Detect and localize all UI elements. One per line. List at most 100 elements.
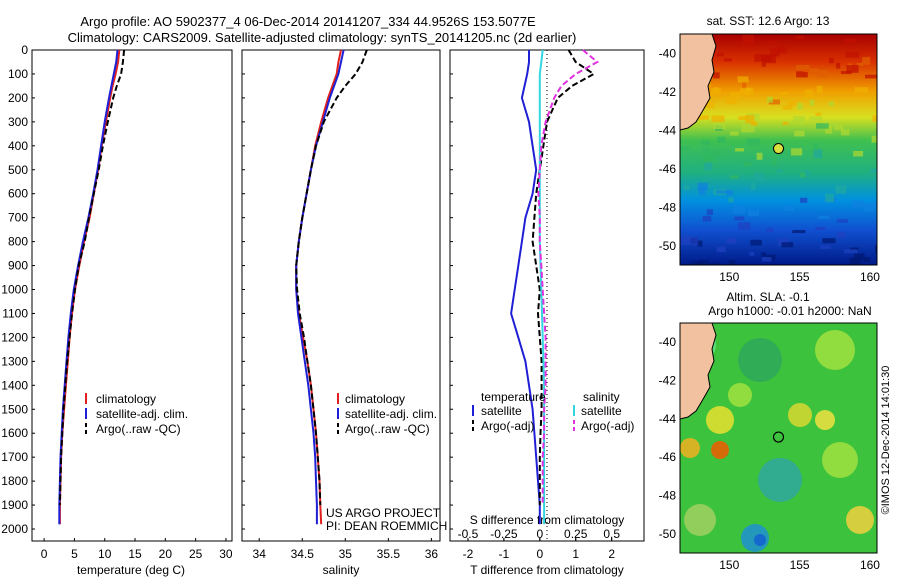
- sst-texture: [872, 115, 877, 122]
- lat-tick-label: -48: [659, 489, 677, 503]
- depth-tick-label: 1200: [1, 330, 28, 344]
- sst-texture: [815, 112, 822, 116]
- sla-blob: [822, 442, 858, 478]
- profile-lines: [58, 49, 600, 525]
- sst-texture: [703, 155, 717, 163]
- sst-texture: [809, 116, 823, 121]
- sst-texture: [787, 100, 797, 106]
- sst-texture: [863, 203, 874, 212]
- sst-texture: [735, 148, 744, 152]
- legend-label-climatology: climatology: [345, 392, 405, 406]
- sst-texture: [696, 240, 703, 247]
- difference-legend: temperature salinity satellite Argo(-adj…: [472, 390, 634, 433]
- t-difference-axis-label: T difference from climatology: [470, 563, 624, 577]
- lon-tick-label: 155: [790, 558, 810, 572]
- sst-texture: [697, 182, 708, 191]
- depth-tick-label: 2000: [1, 522, 28, 536]
- sst-float-marker: [773, 143, 784, 155]
- lat-tick-label: -46: [659, 450, 677, 464]
- lon-tick-label: 160: [860, 558, 880, 572]
- profile-line-s-diff-1: [537, 49, 600, 506]
- sst-texture: [840, 71, 852, 75]
- sst-texture: [698, 260, 710, 265]
- depth-tick-label: 1800: [1, 474, 28, 488]
- sst-texture: [750, 181, 756, 190]
- sst-texture: [800, 197, 808, 203]
- sla-lon-ticks: 150 155 160: [719, 558, 880, 572]
- lat-tick-label: -42: [659, 374, 677, 388]
- sst-texture: [730, 131, 739, 136]
- sst-texture: [875, 245, 877, 254]
- sst-texture: [728, 197, 734, 203]
- lat-tick-label: -40: [659, 46, 677, 60]
- x-tick-label: 0: [536, 547, 543, 561]
- sst-texture: [804, 170, 810, 177]
- salinity-legend: climatology satellite-adj. clim. Argo(..…: [337, 392, 437, 436]
- depth-tick-label: 1500: [1, 402, 28, 416]
- sla-blob: [754, 534, 766, 546]
- x-tick-label: -1: [499, 547, 510, 561]
- sst-texture: [716, 53, 724, 57]
- sst-texture: [749, 251, 755, 256]
- sst-texture: [683, 185, 690, 190]
- sst-texture: [748, 209, 760, 216]
- sst-texture: [840, 129, 850, 136]
- sst-texture: [716, 190, 728, 194]
- sst-map-title: sat. SST: 12.6 Argo: 13: [707, 14, 830, 28]
- x-tick-label: -2: [463, 547, 474, 561]
- sst-texture: [781, 242, 794, 248]
- sst-texture: [728, 239, 736, 243]
- x-tick-label: 34: [253, 547, 267, 561]
- sst-texture: [701, 140, 711, 146]
- sst-texture: [745, 114, 755, 124]
- sst-texture: [849, 257, 861, 265]
- lat-tick-label: -50: [659, 527, 677, 541]
- depth-tick-label: 1400: [1, 378, 28, 392]
- s-difference-axis-label: S difference from climatology: [470, 513, 625, 527]
- sst-texture: [680, 146, 691, 151]
- sst-texture: [684, 264, 691, 265]
- sst-map: [680, 34, 877, 265]
- sst-texture: [728, 260, 736, 265]
- sst-texture: [795, 35, 804, 40]
- sst-texture: [702, 147, 710, 153]
- sst-texture: [695, 115, 709, 120]
- sst-texture: [711, 115, 725, 123]
- sst-texture: [765, 54, 776, 64]
- x-tick-labels: 0 5 10 15 20 25 30 34 34.5 35 35.5 36 -2 -1 0 1 2 -0.5 -0.…: [41, 527, 621, 561]
- profile-line-t-diff-1: [531, 49, 596, 506]
- sst-texture: [804, 89, 813, 98]
- sst-texture: [822, 238, 836, 244]
- sst-texture: [712, 72, 720, 79]
- depth-tick-label: 300: [8, 115, 28, 129]
- sla-blob: [846, 506, 874, 534]
- sst-lat-ticks: -40 -42 -44 -46 -48 -50: [659, 46, 677, 253]
- sst-texture: [743, 162, 752, 167]
- sst-land: [680, 34, 717, 131]
- sst-texture: [852, 200, 864, 208]
- profile-line-t-diff-0: [510, 50, 541, 525]
- sla-float-marker: [772, 431, 785, 443]
- sst-texture: [870, 168, 877, 173]
- sla-lat-ticks: -40 -42 -44 -46 -48 -50: [659, 335, 677, 541]
- sst-texture: [854, 87, 869, 93]
- sst-texture: [782, 105, 793, 110]
- x-tick-label: 35.5: [377, 547, 401, 561]
- sst-map-frame: [679, 33, 878, 266]
- sst-texture: [874, 201, 877, 211]
- sst-texture: [742, 80, 747, 89]
- sst-texture: [761, 59, 766, 67]
- sst-texture: [713, 122, 726, 130]
- sst-texture: [799, 172, 806, 178]
- sst-texture: [813, 142, 819, 151]
- x-tick-label: 0.25: [564, 527, 588, 541]
- legend-label-t-satellite: satellite: [481, 404, 522, 418]
- lon-tick-label: 150: [719, 558, 739, 572]
- sst-texture: [771, 158, 777, 165]
- sla-map-title-1: Altim. SLA: -0.1: [726, 290, 810, 304]
- sst-texture: [853, 253, 865, 261]
- sla-blob: [684, 504, 716, 536]
- sst-texture: [816, 85, 823, 94]
- difference-panel-frame: [449, 49, 645, 542]
